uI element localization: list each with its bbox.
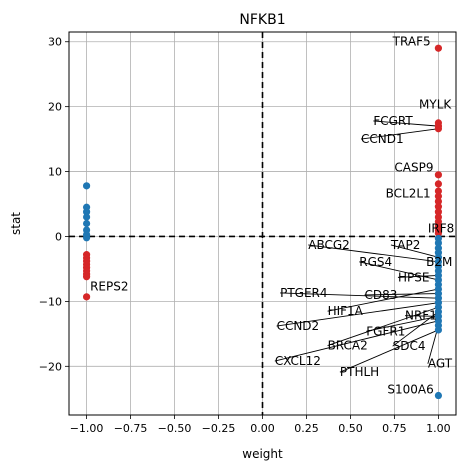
annotation-labels: TRAF5 MYLK FCGRT CCND1 CASP9 BCL2L1 IRF8 ABCG2 T… bbox=[90, 35, 454, 397]
point-label: S100A6 bbox=[387, 383, 433, 397]
point-label: CCND2 bbox=[277, 319, 320, 333]
data-point bbox=[434, 391, 443, 400]
x-tick-label: 0.25 bbox=[294, 422, 319, 435]
data-point bbox=[434, 326, 443, 334]
y-axis-label: stat bbox=[9, 212, 23, 235]
x-tick-label: 0.50 bbox=[338, 422, 363, 435]
point-label: HIF1A bbox=[328, 304, 364, 318]
y-tick-label: 20 bbox=[48, 101, 62, 114]
data-point bbox=[434, 192, 443, 200]
annotation-arrow bbox=[339, 329, 439, 373]
annotation-arrow bbox=[392, 311, 439, 347]
data-point bbox=[434, 125, 443, 133]
y-tick-label: 10 bbox=[48, 166, 62, 179]
x-tick-label: 1.00 bbox=[426, 422, 451, 435]
data-point bbox=[82, 219, 91, 228]
data-point bbox=[434, 203, 443, 211]
reference-lines bbox=[69, 32, 456, 415]
chart-title: NFKB1 bbox=[239, 12, 285, 28]
data-point bbox=[434, 239, 443, 247]
data-point bbox=[82, 182, 91, 190]
y-tick-label: 0 bbox=[55, 230, 62, 243]
point-label: B2M bbox=[426, 255, 452, 269]
point-label: TRAF5 bbox=[392, 35, 431, 49]
point-label: FCGRT bbox=[373, 114, 413, 128]
x-tick-label: −0.25 bbox=[202, 422, 236, 435]
x-tick-label: −0.50 bbox=[158, 422, 192, 435]
point-label: REPS2 bbox=[90, 279, 128, 293]
annotation-arrow bbox=[373, 120, 439, 127]
data-point bbox=[434, 187, 443, 195]
y-tick-label: −10 bbox=[39, 295, 62, 308]
annotation-arrow bbox=[397, 274, 439, 278]
x-tick-label: 0.75 bbox=[382, 422, 407, 435]
x-tick-label: 0.00 bbox=[250, 422, 275, 435]
point-label: PTHLH bbox=[340, 365, 379, 379]
point-label: IRF8 bbox=[428, 222, 454, 236]
axis-ticks: −1.00 −0.75 −0.50 −0.25 0.00 0.25 0.50 0.75 1.00… bbox=[39, 36, 451, 435]
data-point bbox=[82, 234, 91, 242]
annotation-arrow bbox=[359, 261, 439, 281]
x-tick-label: −1.00 bbox=[70, 422, 104, 435]
point-label: ABCG2 bbox=[308, 238, 350, 252]
annotation-arrow bbox=[327, 306, 439, 346]
data-point bbox=[82, 208, 91, 216]
data-point bbox=[82, 213, 91, 221]
point-label: SDC4 bbox=[393, 339, 426, 353]
annotation-arrow bbox=[360, 128, 439, 140]
annotation-arrow bbox=[276, 302, 439, 327]
annotation-arrow bbox=[274, 320, 439, 362]
data-point bbox=[434, 197, 443, 206]
data-point bbox=[82, 293, 91, 301]
annotation-arrow bbox=[308, 244, 439, 263]
point-label: BCL2L1 bbox=[386, 187, 431, 201]
x-axis-label: weight bbox=[242, 447, 283, 461]
point-label: RGS4 bbox=[359, 255, 392, 269]
y-tick-label: −20 bbox=[39, 360, 62, 373]
point-label: CD83 bbox=[365, 288, 398, 302]
point-label: HPSE bbox=[398, 270, 429, 284]
data-point bbox=[82, 273, 91, 281]
annotation-arrow bbox=[327, 288, 439, 312]
point-label: CASP9 bbox=[394, 161, 433, 175]
annotation-arrow bbox=[390, 244, 439, 258]
point-label: BRCA2 bbox=[328, 339, 368, 353]
data-point bbox=[434, 44, 443, 52]
annotation-arrows bbox=[274, 120, 439, 373]
data-point bbox=[434, 171, 443, 179]
data-point bbox=[434, 180, 443, 188]
y-tick-label: 30 bbox=[48, 36, 62, 49]
point-label: CCND1 bbox=[361, 132, 404, 146]
data-point bbox=[434, 208, 443, 216]
data-points bbox=[82, 44, 443, 400]
point-label: FGFR1 bbox=[366, 324, 405, 338]
point-label: TAP2 bbox=[390, 238, 420, 252]
x-tick-label: −0.75 bbox=[114, 422, 148, 435]
annotation-arrow bbox=[366, 315, 439, 332]
data-point bbox=[434, 229, 443, 237]
point-label: NRF1 bbox=[405, 309, 437, 323]
point-label: AGT bbox=[428, 357, 453, 371]
point-label: CXCL12 bbox=[275, 354, 321, 368]
point-label: MYLK bbox=[419, 98, 452, 112]
annotation-arrow bbox=[364, 293, 439, 296]
annotation-arrow bbox=[280, 292, 439, 299]
point-label: PTGER4 bbox=[280, 286, 327, 300]
